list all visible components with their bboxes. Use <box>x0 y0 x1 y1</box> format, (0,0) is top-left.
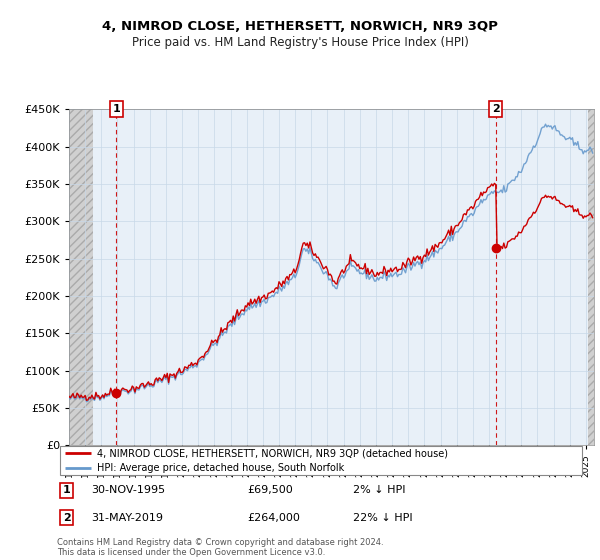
Text: Contains HM Land Registry data © Crown copyright and database right 2024.
This d: Contains HM Land Registry data © Crown c… <box>57 538 383 557</box>
Text: 2: 2 <box>492 104 500 114</box>
Text: 2: 2 <box>62 512 70 522</box>
Text: 1: 1 <box>62 486 70 496</box>
FancyBboxPatch shape <box>59 446 583 475</box>
Text: 31-MAY-2019: 31-MAY-2019 <box>91 512 163 522</box>
Bar <box>587 109 600 445</box>
Text: Price paid vs. HM Land Registry's House Price Index (HPI): Price paid vs. HM Land Registry's House … <box>131 36 469 49</box>
Text: HPI: Average price, detached house, South Norfolk: HPI: Average price, detached house, Sout… <box>97 463 344 473</box>
Text: 2% ↓ HPI: 2% ↓ HPI <box>353 486 405 496</box>
Text: 1: 1 <box>112 104 120 114</box>
Text: £69,500: £69,500 <box>247 486 293 496</box>
Text: 30-NOV-1995: 30-NOV-1995 <box>91 486 166 496</box>
Bar <box>69 109 93 445</box>
Text: 4, NIMROD CLOSE, HETHERSETT, NORWICH, NR9 3QP (detached house): 4, NIMROD CLOSE, HETHERSETT, NORWICH, NR… <box>97 449 448 459</box>
Text: 4, NIMROD CLOSE, HETHERSETT, NORWICH, NR9 3QP: 4, NIMROD CLOSE, HETHERSETT, NORWICH, NR… <box>102 20 498 32</box>
Text: £264,000: £264,000 <box>247 512 300 522</box>
Text: 22% ↓ HPI: 22% ↓ HPI <box>353 512 412 522</box>
